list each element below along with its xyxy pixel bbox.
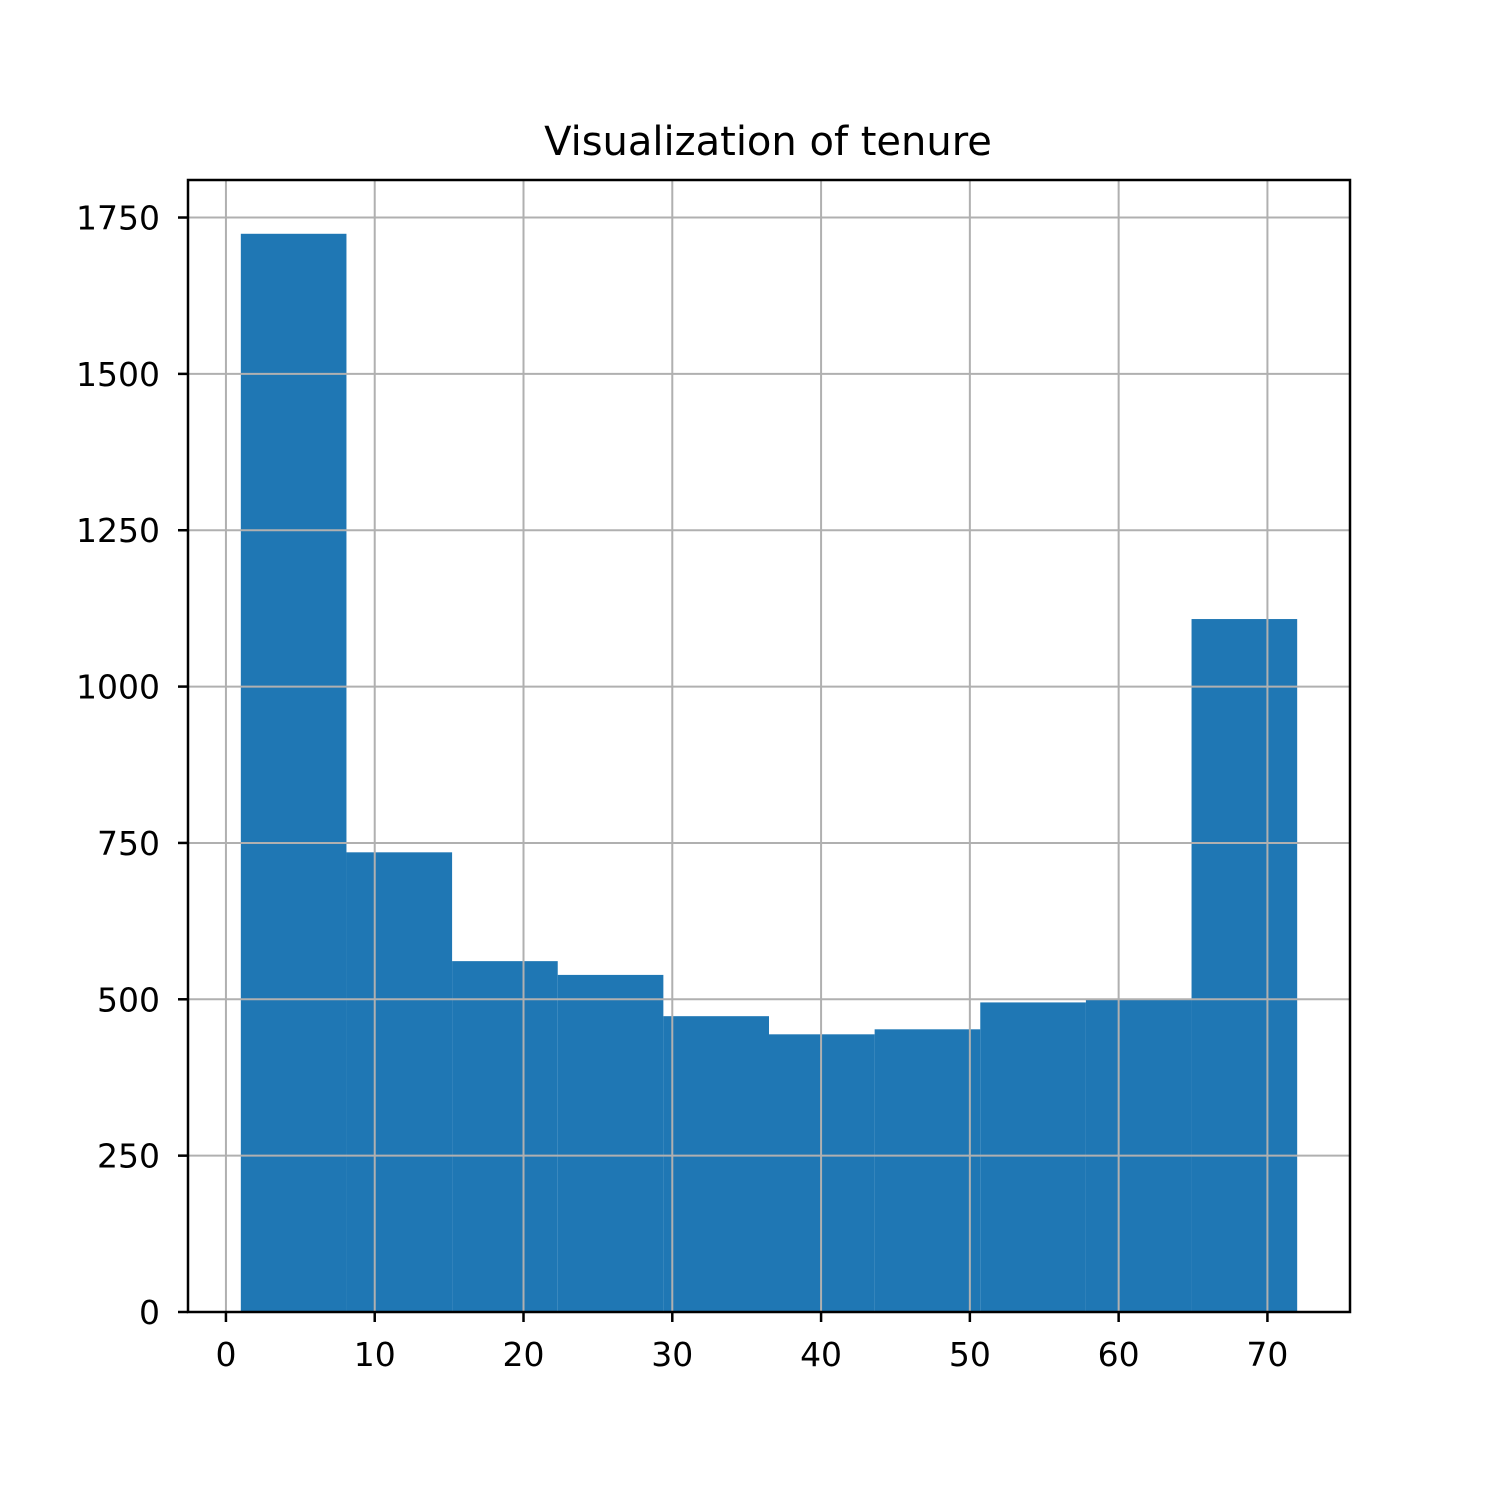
y-tick-label-0: 0 — [139, 1293, 160, 1332]
x-tick-label-70: 70 — [1246, 1335, 1288, 1374]
histogram-bar-7 — [874, 1029, 981, 1312]
x-tick-label-50: 50 — [949, 1335, 991, 1374]
x-tick-label-20: 20 — [503, 1335, 545, 1374]
histogram-bar-2 — [346, 852, 453, 1312]
axis-spines — [186, 178, 1352, 1314]
y-tick-label-1750: 1750 — [76, 199, 160, 238]
histogram-bar-5 — [663, 1016, 769, 1312]
y-tick-label-500: 500 — [97, 980, 160, 1019]
y-tick-label-1250: 1250 — [76, 511, 160, 550]
x-tick-label-10: 10 — [354, 1335, 396, 1374]
x-tick-label-40: 40 — [800, 1335, 842, 1374]
histogram-bars — [240, 233, 1298, 1312]
y-axis: 0 250 500 750 1000 1250 1500 1750 — [76, 199, 188, 1332]
plot-frame — [186, 178, 1352, 1314]
y-tick-label-1500: 1500 — [76, 355, 160, 394]
histogram-bar-4 — [557, 974, 664, 1312]
histogram-bar-10 — [1191, 619, 1298, 1312]
y-tick-label-750: 750 — [97, 824, 160, 863]
x-axis: 0 10 20 30 40 50 60 70 — [215, 1312, 1288, 1374]
chart-title: Visualization of tenure — [544, 119, 992, 165]
y-tick-label-250: 250 — [97, 1137, 160, 1176]
x-tick-label-0: 0 — [215, 1335, 236, 1374]
histogram-bar-8 — [980, 1002, 1086, 1312]
histogram-bar-3 — [452, 961, 558, 1312]
y-tick-label-1000: 1000 — [76, 668, 160, 707]
grid-lines — [188, 180, 1350, 1313]
histogram-bar-1 — [240, 233, 347, 1312]
x-tick-label-60: 60 — [1098, 1335, 1140, 1374]
x-tick-label-30: 30 — [651, 1335, 693, 1374]
